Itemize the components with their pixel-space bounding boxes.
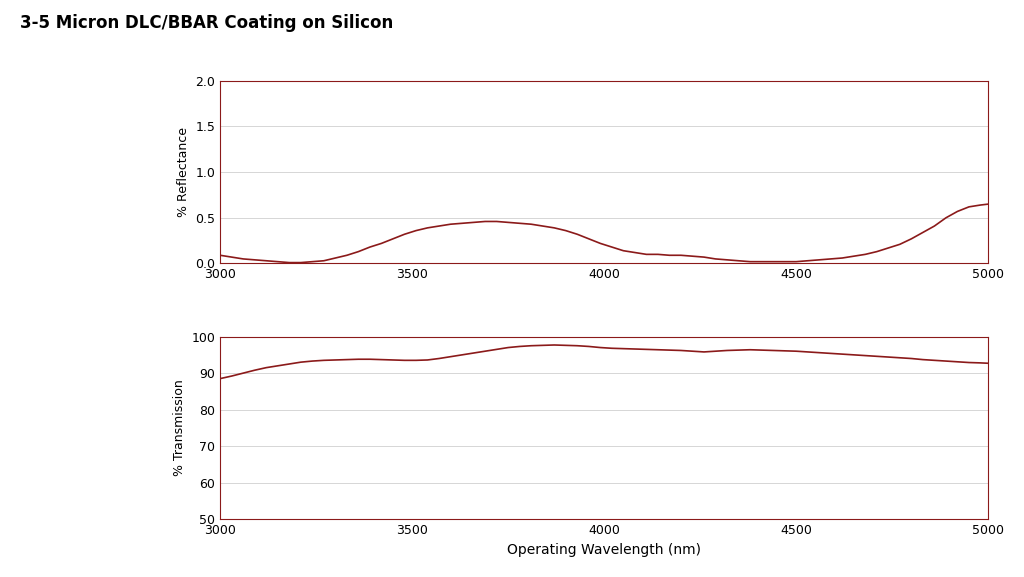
Y-axis label: % Reflectance: % Reflectance [177, 127, 189, 217]
Y-axis label: % Transmission: % Transmission [173, 380, 186, 477]
Text: 3-5 Micron DLC/BBAR Coating on Silicon: 3-5 Micron DLC/BBAR Coating on Silicon [20, 14, 394, 32]
X-axis label: Operating Wavelength (nm): Operating Wavelength (nm) [507, 543, 701, 557]
